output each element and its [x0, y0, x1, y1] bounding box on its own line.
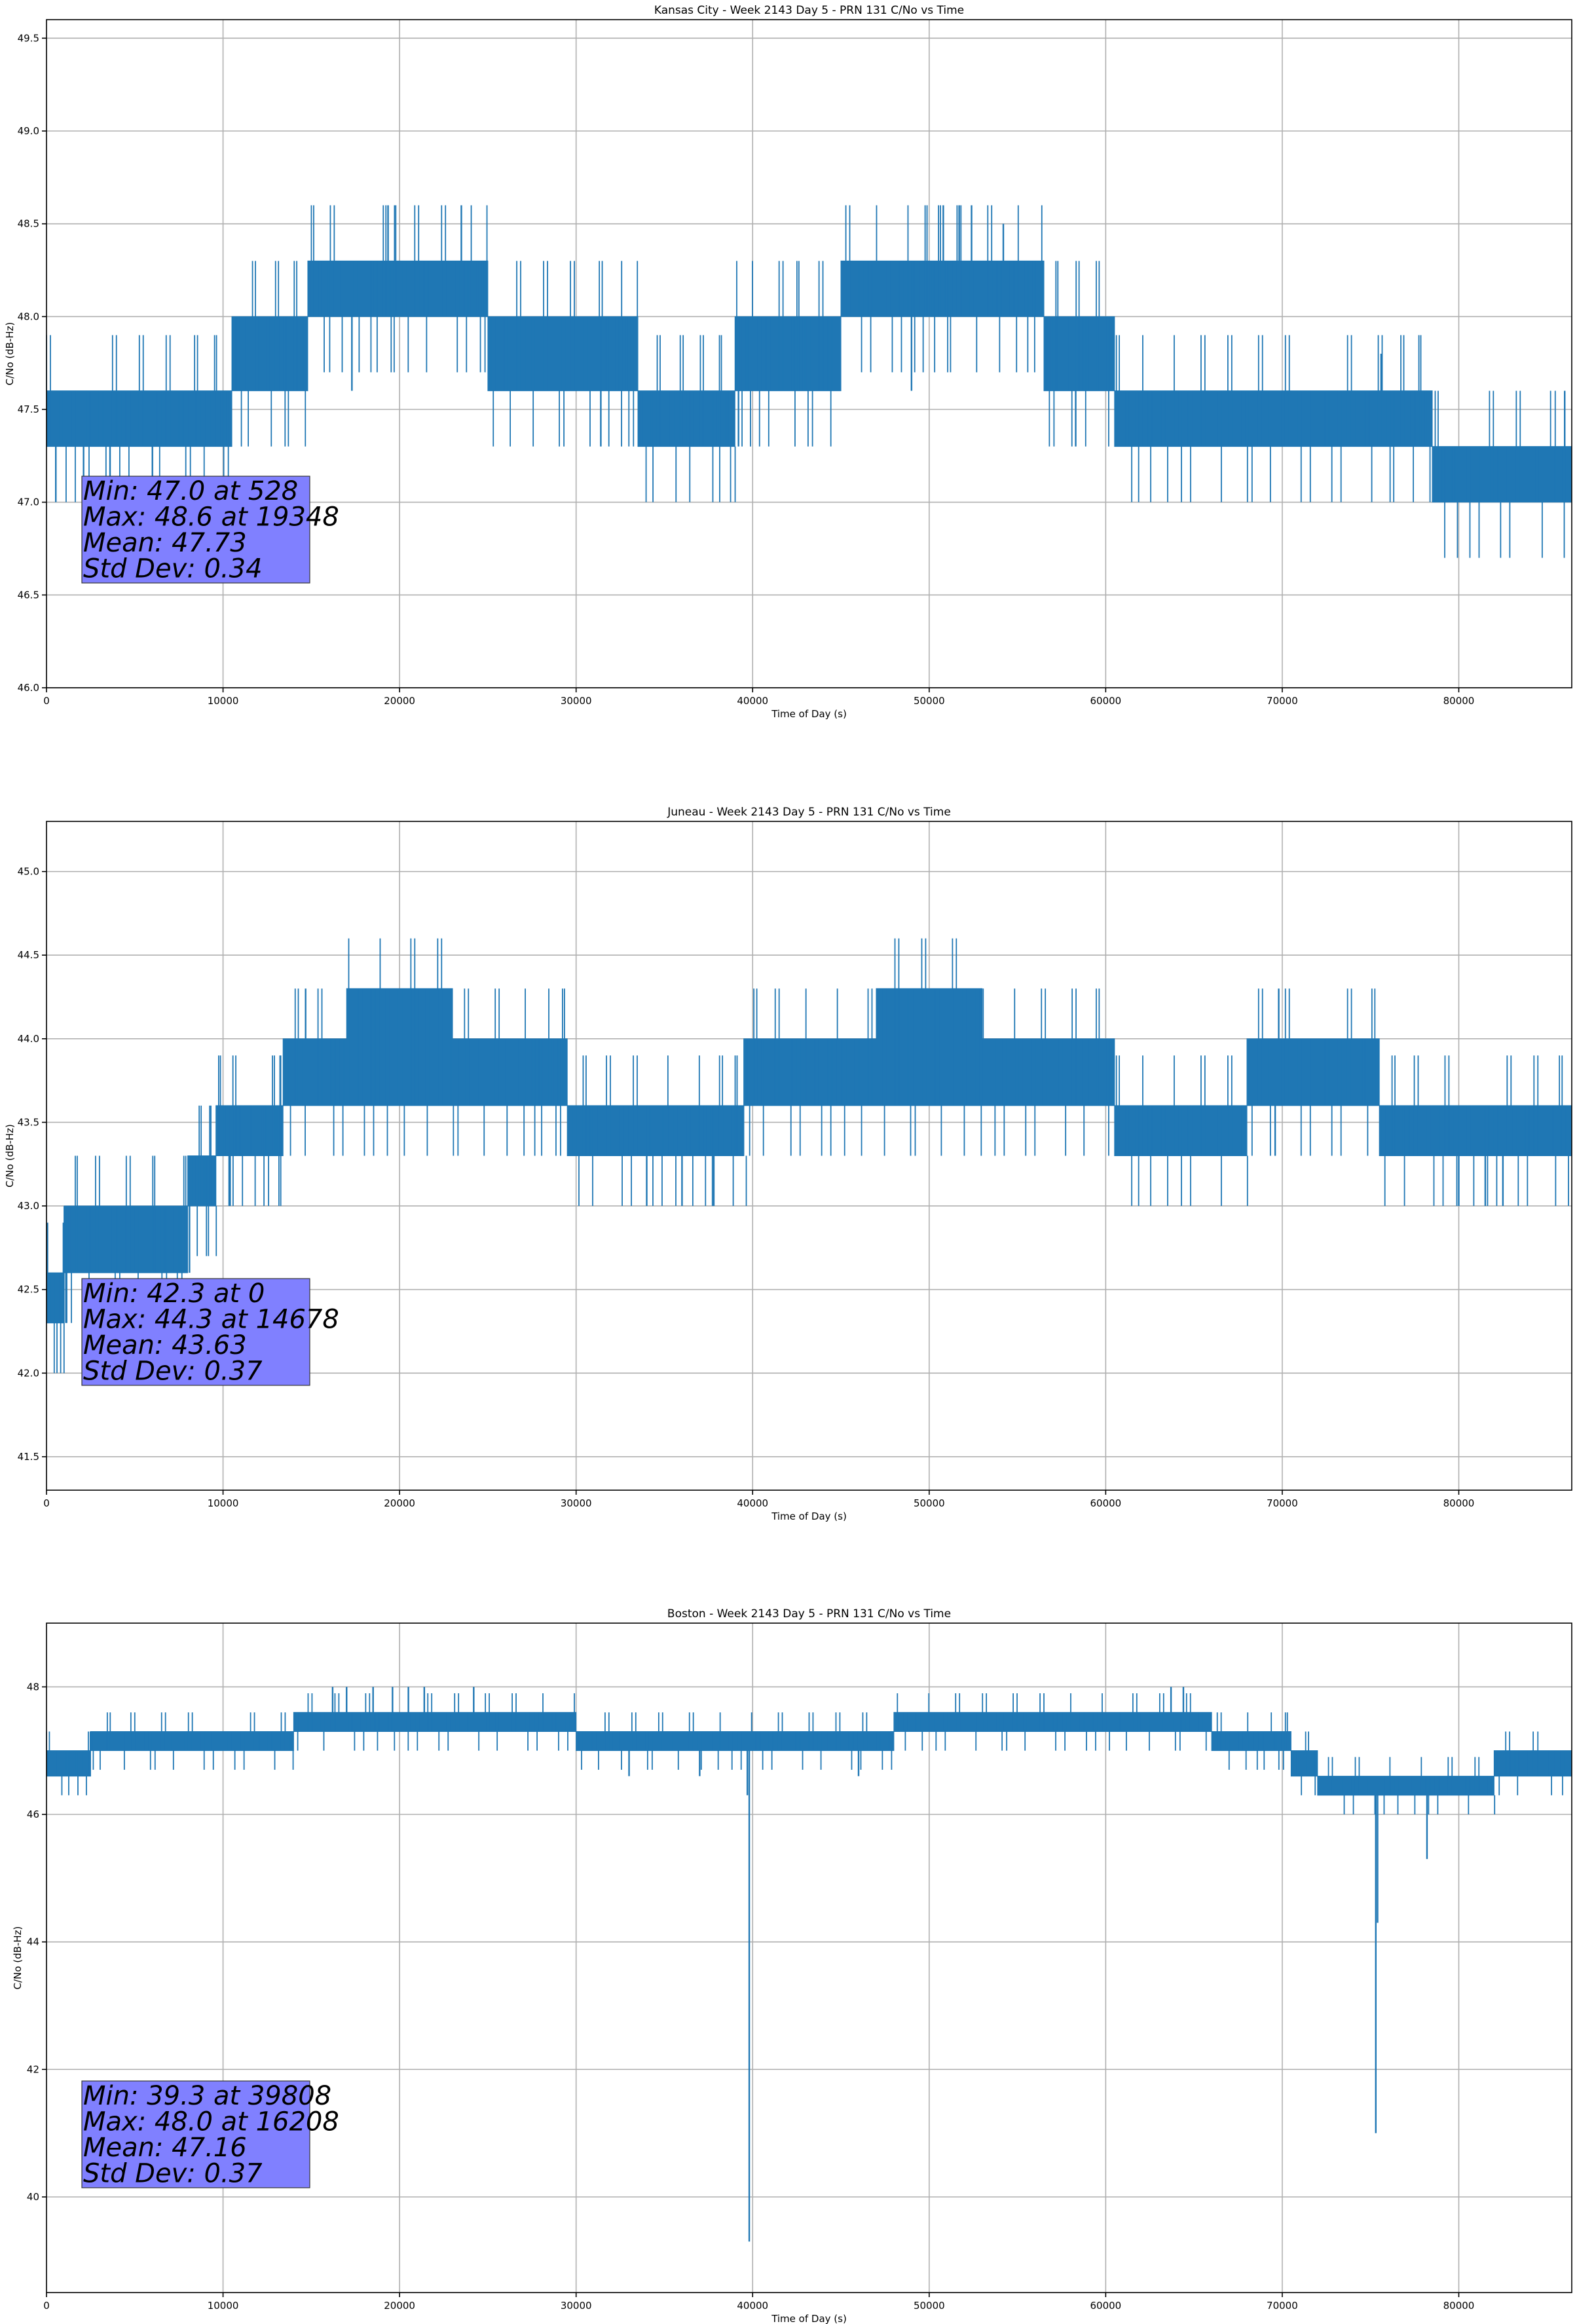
y-tick-label: 46.5 [18, 589, 39, 601]
y-tick-label: 46.0 [18, 682, 39, 694]
y-tick-label: 45.0 [18, 866, 39, 878]
y-tick-label: 42.0 [18, 1367, 39, 1379]
y-tick-label: 42 [27, 2063, 39, 2075]
chart-title: Boston - Week 2143 Day 5 - PRN 131 C/No … [667, 1607, 951, 1621]
chart-panel-kansas-city: 0 10000 20000 30000 40000 50000 60000 70000 8000… [4, 4, 1572, 720]
chart-title: Kansas City - Week 2143 Day 5 - PRN 131 … [654, 4, 964, 17]
axes-frame [46, 1622, 1572, 2293]
x-tick-label: 80000 [1443, 695, 1475, 707]
x-tick-label: 10000 [208, 1497, 239, 1509]
series-band [46, 1712, 1572, 1796]
chart-panel-boston: 0 10000 20000 30000 40000 50000 60000 70000 8000… [12, 1607, 1572, 2324]
y-tick-label: 43.0 [18, 1200, 39, 1212]
y-axis-label: C/No (dB-Hz) [4, 1124, 16, 1188]
x-tick-label: 10000 [208, 695, 239, 707]
x-axis-label: Time of Day (s) [771, 2313, 847, 2324]
stats-line: Mean: 43.63 [83, 1330, 247, 1360]
y-tick-label: 41.5 [18, 1451, 39, 1463]
x-tick-label: 40000 [737, 1497, 768, 1509]
x-tick-label: 80000 [1443, 1497, 1475, 1509]
x-tick-label: 20000 [384, 2300, 415, 2312]
x-axis-label: Time of Day (s) [771, 1510, 847, 1522]
chart-panel-juneau: 0 10000 20000 30000 40000 50000 60000 70000 8000… [4, 806, 1572, 1522]
y-tick-label: 44 [27, 1936, 39, 1948]
x-tick-label: 50000 [914, 2300, 945, 2312]
chart-title: Juneau - Week 2143 Day 5 - PRN 131 C/No … [667, 806, 951, 819]
stats-line: Min: 47.0 at 528 [83, 476, 298, 506]
x-tick-label: 10000 [208, 2300, 239, 2312]
stats-line: Mean: 47.16 [83, 2133, 247, 2163]
series-band [46, 260, 1572, 503]
y-tick-label: 44.5 [18, 949, 39, 961]
x-tick-label: 30000 [561, 695, 592, 707]
stats-line: Std Dev: 0.37 [83, 1357, 263, 1387]
x-tick-label: 40000 [737, 695, 768, 707]
x-tick-label: 70000 [1267, 2300, 1298, 2312]
x-tick-label: 70000 [1267, 1497, 1298, 1509]
y-tick-label: 44.0 [18, 1033, 39, 1045]
x-tick-label: 50000 [914, 1497, 945, 1509]
series-band [46, 988, 1572, 1324]
y-tick-label: 46 [27, 1809, 39, 1820]
y-tick-label: 49.0 [18, 125, 39, 137]
x-tick-label: 60000 [1090, 1497, 1122, 1509]
stats-line: Max: 48.0 at 16208 [83, 2107, 339, 2137]
axes-frame [46, 19, 1572, 688]
axes-frame [46, 821, 1572, 1491]
stats-line: Max: 44.3 at 14678 [83, 1305, 339, 1335]
y-axis-label: C/No (dB-Hz) [4, 322, 16, 386]
x-tick-label: 30000 [561, 2300, 592, 2312]
y-tick-label: 49.5 [18, 32, 39, 44]
stats-box [81, 1278, 310, 1386]
x-tick-label: 60000 [1090, 2300, 1122, 2312]
y-tick-label: 40 [27, 2191, 39, 2203]
y-tick-label: 47.0 [18, 497, 39, 508]
x-tick-label: 0 [43, 1497, 50, 1509]
y-tick-label: 48.5 [18, 218, 39, 230]
x-tick-label: 20000 [384, 695, 415, 707]
y-tick-label: 48 [27, 1681, 39, 1693]
x-tick-label: 40000 [737, 2300, 768, 2312]
plot-area [46, 205, 1572, 558]
stats-line: Max: 48.6 at 19348 [83, 502, 339, 533]
y-tick-label: 48.0 [18, 310, 39, 322]
x-tick-label: 30000 [561, 1497, 592, 1509]
stats-line: Std Dev: 0.37 [83, 2159, 263, 2189]
y-tick-label: 47.5 [18, 403, 39, 415]
stats-line: Min: 39.3 at 39808 [83, 2081, 331, 2111]
x-axis-label: Time of Day (s) [771, 708, 847, 720]
stats-line: Min: 42.3 at 0 [83, 1279, 265, 1309]
stats-line: Std Dev: 0.34 [83, 554, 263, 584]
x-tick-label: 70000 [1267, 695, 1298, 707]
x-tick-label: 50000 [914, 695, 945, 707]
plot-area [46, 1687, 1572, 2242]
x-tick-label: 0 [43, 2300, 50, 2312]
x-tick-label: 80000 [1443, 2300, 1475, 2312]
y-tick-label: 43.5 [18, 1116, 39, 1128]
y-axis-label: C/No (dB-Hz) [12, 1926, 24, 1990]
x-tick-label: 20000 [384, 1497, 415, 1509]
stats-box [81, 2080, 310, 2188]
y-tick-label: 42.5 [18, 1284, 39, 1296]
stats-box [81, 476, 310, 584]
x-tick-label: 60000 [1090, 695, 1122, 707]
stats-line: Mean: 47.73 [83, 528, 247, 558]
x-tick-label: 0 [43, 695, 50, 707]
